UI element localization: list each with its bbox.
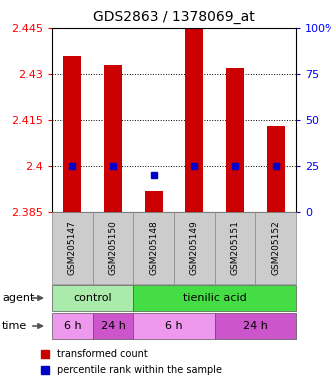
Bar: [63, 56, 81, 212]
Text: 6 h: 6 h: [64, 321, 81, 331]
Bar: [93, 212, 133, 284]
Text: GSM205149: GSM205149: [190, 221, 199, 275]
Text: time: time: [2, 321, 27, 331]
Bar: [133, 212, 174, 284]
Bar: [104, 65, 122, 212]
Bar: [266, 126, 285, 212]
Bar: [52, 313, 93, 339]
Bar: [52, 285, 133, 311]
Bar: [145, 190, 163, 212]
Bar: [133, 313, 215, 339]
Text: 24 h: 24 h: [101, 321, 125, 331]
Bar: [215, 313, 296, 339]
Text: transformed count: transformed count: [57, 349, 148, 359]
Bar: [174, 212, 215, 284]
Text: percentile rank within the sample: percentile rank within the sample: [57, 365, 222, 375]
Bar: [133, 285, 296, 311]
Text: GSM205152: GSM205152: [271, 221, 280, 275]
Text: agent: agent: [2, 293, 34, 303]
Bar: [52, 212, 93, 284]
Bar: [255, 212, 296, 284]
Text: tienilic acid: tienilic acid: [183, 293, 247, 303]
Text: GSM205148: GSM205148: [149, 221, 158, 275]
Text: GSM205147: GSM205147: [68, 221, 77, 275]
Bar: [93, 313, 133, 339]
Text: 24 h: 24 h: [243, 321, 268, 331]
Text: GSM205150: GSM205150: [109, 220, 118, 275]
Bar: [215, 212, 255, 284]
Title: GDS2863 / 1378069_at: GDS2863 / 1378069_at: [93, 10, 255, 24]
Text: control: control: [73, 293, 112, 303]
Text: 6 h: 6 h: [165, 321, 183, 331]
Bar: [226, 68, 244, 212]
Text: GSM205151: GSM205151: [230, 220, 240, 275]
Bar: [185, 28, 204, 212]
